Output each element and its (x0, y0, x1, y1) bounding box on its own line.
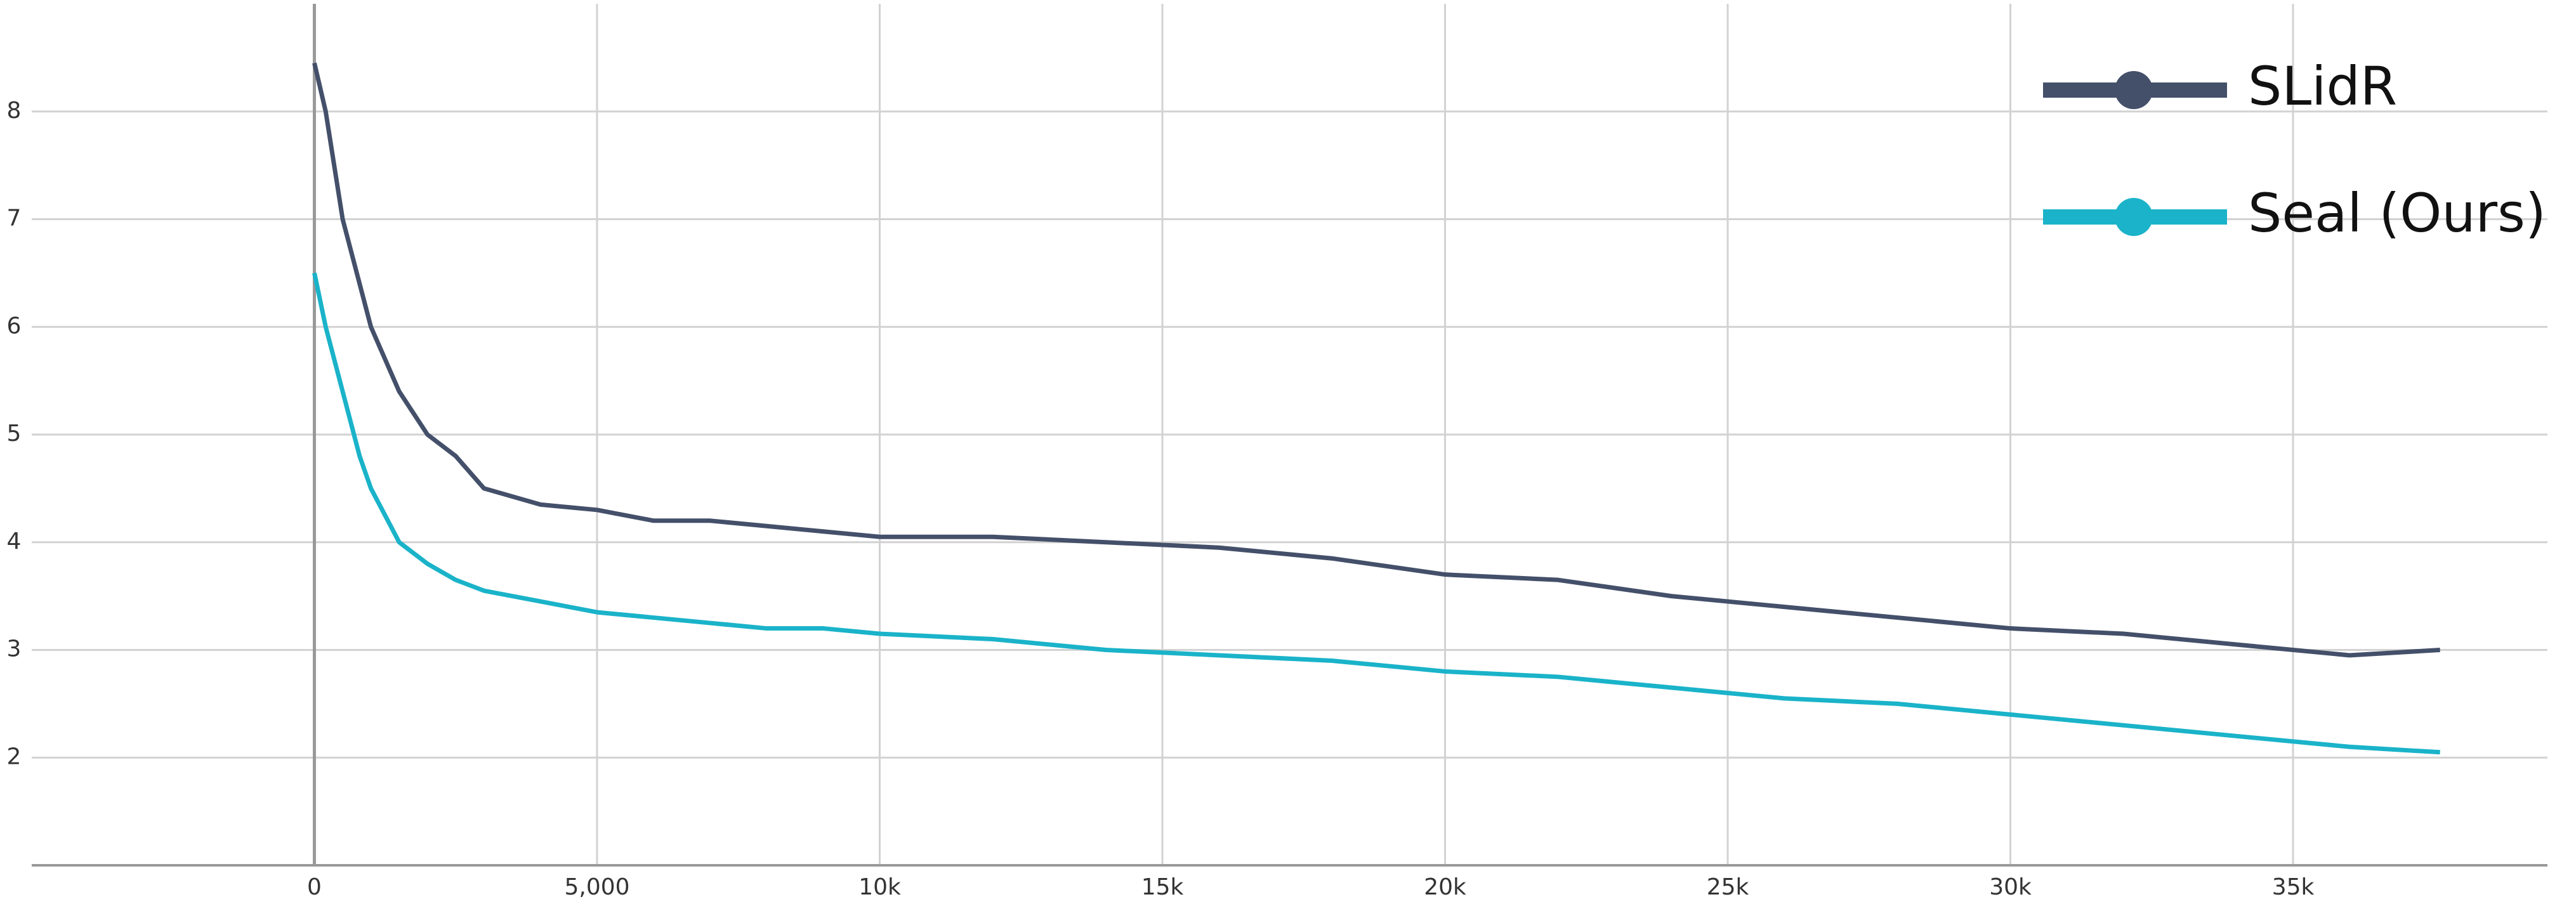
x-tick-label: 0 (307, 874, 322, 900)
legend-label: SLidR (2248, 55, 2397, 117)
y-tick-label: 7 (7, 206, 22, 232)
x-tick-label: 10k (858, 874, 901, 900)
x-tick-label: 25k (1707, 874, 1749, 900)
series-line (312, 272, 2440, 755)
y-tick-label: 2 (7, 744, 22, 770)
y-tick-label: 5 (7, 421, 22, 447)
x-tick-label: 30k (1989, 874, 2032, 900)
x-tick-label: 15k (1141, 874, 1184, 900)
x-tick-label: 35k (2272, 874, 2315, 900)
series-line (312, 62, 2440, 658)
legend-label: Seal (Ours) (2248, 182, 2546, 244)
y-tick-label: 3 (7, 636, 22, 662)
y-tick-label: 6 (7, 313, 22, 339)
legend-marker (2115, 71, 2153, 109)
y-tick-label: 8 (7, 98, 22, 124)
x-tick-label: 20k (1424, 874, 1466, 900)
y-tick-label: 4 (7, 528, 22, 554)
x-tick-label: 5,000 (564, 874, 629, 900)
legend-marker (2115, 198, 2153, 236)
